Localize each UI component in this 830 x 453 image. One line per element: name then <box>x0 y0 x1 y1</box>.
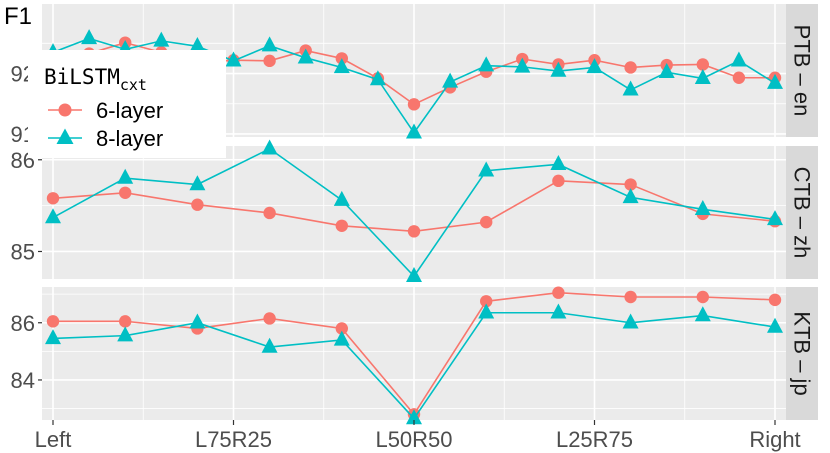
x-tick-label: L25R75 <box>556 427 633 452</box>
data-point-8-layer <box>333 190 350 206</box>
facet-strip <box>786 4 818 137</box>
data-point-8-layer <box>333 58 350 74</box>
data-point-6-layer <box>768 293 782 307</box>
data-point-6-layer <box>407 225 421 238</box>
data-point-6-layer <box>407 98 421 111</box>
data-point-8-layer <box>767 210 783 226</box>
data-point-6-layer <box>263 206 276 220</box>
data-point-6-layer <box>696 290 709 304</box>
data-point-8-layer <box>550 61 567 77</box>
data-point-8-layer <box>189 313 206 329</box>
y-axis-label: F1 <box>4 3 32 30</box>
series-8-layer <box>45 303 783 425</box>
facet-strip <box>786 287 818 420</box>
series-8-layer <box>45 29 783 139</box>
data-point-8-layer <box>189 37 206 53</box>
data-point-6-layer <box>480 215 493 229</box>
data-point-8-layer <box>478 303 495 319</box>
x-tick-label: L75R25 <box>195 427 272 452</box>
data-point-6-layer <box>624 61 637 74</box>
data-point-8-layer <box>622 80 639 96</box>
data-point-8-layer <box>550 303 567 319</box>
data-point-6-layer <box>335 219 348 232</box>
data-point-8-layer <box>622 188 639 204</box>
data-point-8-layer <box>586 58 603 74</box>
legend-title: BiLSTMcxt <box>44 65 147 94</box>
data-point-8-layer <box>81 29 98 45</box>
series-8-layer <box>45 139 783 282</box>
data-point-6-layer <box>480 295 493 308</box>
data-point-6-layer <box>191 198 204 211</box>
data-point-8-layer <box>694 199 711 215</box>
data-point-8-layer <box>333 330 350 346</box>
data-point-8-layer <box>45 208 61 224</box>
data-point-8-layer <box>406 123 422 139</box>
data-point-6-layer <box>46 315 60 328</box>
x-axis: Left L75R25 L50R50 L25R75 Right <box>35 420 801 452</box>
data-point-8-layer <box>514 57 531 73</box>
legend-label: 6-layer <box>96 98 163 123</box>
facet-strip-label: PTB – en <box>790 25 815 117</box>
data-point-8-layer <box>45 329 61 345</box>
data-point-8-layer <box>189 175 206 191</box>
legend-label: 8-layer <box>96 126 163 151</box>
data-point-8-layer <box>694 69 711 85</box>
legend-entry-6-layer: 6-layer <box>48 98 163 123</box>
data-point-6-layer <box>263 54 276 68</box>
data-point-8-layer <box>478 56 495 72</box>
y-tick-label: 85 <box>11 239 35 264</box>
data-point-8-layer <box>261 337 278 353</box>
data-point-8-layer <box>117 168 134 184</box>
y-tick-label: 86 <box>11 311 35 336</box>
data-point-8-layer <box>406 409 422 425</box>
legend-title-main: BiLSTM <box>44 65 120 89</box>
data-point-8-layer <box>478 161 495 177</box>
data-point-6-layer <box>732 71 746 84</box>
legend-key-circle-icon <box>58 103 72 117</box>
data-point-6-layer <box>119 186 132 199</box>
data-point-8-layer <box>261 139 278 155</box>
data-point-8-layer <box>117 326 134 342</box>
panel-3: 84 86 KTB – jp <box>11 286 818 425</box>
data-point-8-layer <box>261 36 278 52</box>
x-tick-label: Left <box>35 427 72 452</box>
data-point-8-layer <box>406 266 422 282</box>
data-point-8-layer <box>297 48 314 64</box>
facet-strip <box>786 146 818 279</box>
data-point-8-layer <box>767 317 783 333</box>
data-point-8-layer <box>694 306 711 322</box>
data-point-8-layer <box>658 63 675 79</box>
legend: BiLSTMcxt 6-layer 8-layer <box>28 50 226 158</box>
data-point-6-layer <box>119 315 132 328</box>
data-point-6-layer <box>263 312 276 325</box>
x-tick-label: L50R50 <box>375 427 452 452</box>
x-tick-label: Right <box>749 427 800 452</box>
data-point-6-layer <box>696 58 709 71</box>
data-point-8-layer <box>622 313 639 329</box>
legend-key-triangle-icon <box>56 128 74 144</box>
data-point-6-layer <box>624 178 637 191</box>
data-point-6-layer <box>335 322 348 335</box>
data-point-8-layer <box>550 155 567 171</box>
data-point-6-layer <box>46 192 60 205</box>
data-point-8-layer <box>225 51 242 67</box>
facet-strip-label: CTB – zh <box>790 167 815 259</box>
data-point-8-layer <box>442 72 459 88</box>
facet-strip-label: KTB – jp <box>790 311 815 395</box>
data-point-8-layer <box>730 51 747 67</box>
data-point-8-layer <box>153 31 170 47</box>
y-tick-label: 84 <box>11 368 35 393</box>
data-point-6-layer <box>552 174 565 188</box>
legend-entry-8-layer: 8-layer <box>48 126 163 151</box>
data-point-8-layer <box>369 70 386 86</box>
data-point-8-layer <box>767 73 783 89</box>
data-point-6-layer <box>624 290 637 304</box>
legend-title-subscript: cxt <box>120 76 147 94</box>
data-point-6-layer <box>552 286 565 299</box>
